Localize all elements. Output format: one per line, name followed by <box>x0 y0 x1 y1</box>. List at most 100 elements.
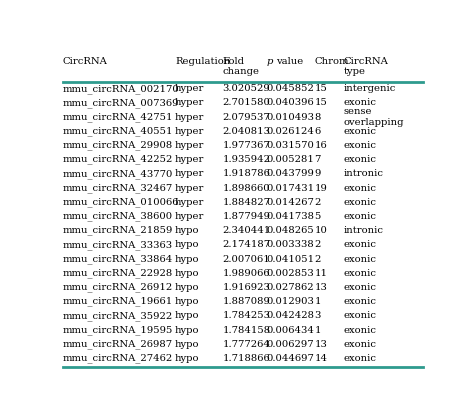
Text: 0.044697: 0.044697 <box>267 354 315 363</box>
Text: hyper: hyper <box>175 127 204 136</box>
Text: 10: 10 <box>315 226 328 235</box>
Text: exonic: exonic <box>344 311 377 320</box>
Text: hyper: hyper <box>175 212 204 221</box>
Text: 0.005281: 0.005281 <box>267 155 315 164</box>
Text: value: value <box>276 57 303 66</box>
Text: hypo: hypo <box>175 340 200 349</box>
Text: mmu_circRNA_29908: mmu_circRNA_29908 <box>63 141 173 150</box>
Text: 2.040813: 2.040813 <box>223 127 271 136</box>
Text: p: p <box>267 57 273 66</box>
Text: exonic: exonic <box>344 354 377 363</box>
Text: mmu_circRNA_35922: mmu_circRNA_35922 <box>63 311 173 321</box>
Text: Regulation: Regulation <box>175 57 230 66</box>
Text: sense
overlapping: sense overlapping <box>344 107 404 127</box>
Text: mmu_circRNA_010066: mmu_circRNA_010066 <box>63 197 180 207</box>
Text: 1.877949: 1.877949 <box>223 212 271 221</box>
Text: hypo: hypo <box>175 283 200 292</box>
Text: exonic: exonic <box>344 241 377 249</box>
Text: 0.042428: 0.042428 <box>267 311 315 320</box>
Text: 0.006434: 0.006434 <box>267 326 315 334</box>
Text: 19: 19 <box>315 184 328 193</box>
Text: 0.003338: 0.003338 <box>267 241 315 249</box>
Text: 1.989066: 1.989066 <box>223 269 270 278</box>
Text: mmu_circRNA_40551: mmu_circRNA_40551 <box>63 127 173 136</box>
Text: 15: 15 <box>315 98 328 107</box>
Text: hypo: hypo <box>175 354 200 363</box>
Text: 1: 1 <box>315 326 321 334</box>
Text: hyper: hyper <box>175 169 204 178</box>
Text: mmu_circRNA_43770: mmu_circRNA_43770 <box>63 169 173 178</box>
Text: mmu_circRNA_26912: mmu_circRNA_26912 <box>63 282 173 292</box>
Text: 7: 7 <box>315 155 321 164</box>
Text: 1.777264: 1.777264 <box>223 340 271 349</box>
Text: 3: 3 <box>315 311 321 320</box>
Text: mmu_circRNA_007369: mmu_circRNA_007369 <box>63 98 180 108</box>
Text: 2: 2 <box>315 241 321 249</box>
Text: 1.918786: 1.918786 <box>223 169 271 178</box>
Text: exonic: exonic <box>344 269 377 278</box>
Text: intergenic: intergenic <box>344 84 396 93</box>
Text: exonic: exonic <box>344 212 377 221</box>
Text: 1.884827: 1.884827 <box>223 198 271 207</box>
Text: hypo: hypo <box>175 226 200 235</box>
Text: exonic: exonic <box>344 340 377 349</box>
Text: 2.007061: 2.007061 <box>223 254 271 264</box>
Text: exonic: exonic <box>344 98 377 107</box>
Text: 0.043799: 0.043799 <box>267 169 315 178</box>
Text: mmu_circRNA_19661: mmu_circRNA_19661 <box>63 297 173 306</box>
Text: mmu_circRNA_38600: mmu_circRNA_38600 <box>63 212 173 221</box>
Text: mmu_circRNA_19595: mmu_circRNA_19595 <box>63 325 173 335</box>
Text: 1.935942: 1.935942 <box>223 155 271 164</box>
Text: 6: 6 <box>315 127 321 136</box>
Text: mmu_circRNA_42252: mmu_circRNA_42252 <box>63 155 173 165</box>
Text: exonic: exonic <box>344 155 377 164</box>
Text: exonic: exonic <box>344 297 377 306</box>
Text: mmu_circRNA_33363: mmu_circRNA_33363 <box>63 240 173 250</box>
Text: 0.041051: 0.041051 <box>267 254 315 264</box>
Text: 1.887089: 1.887089 <box>223 297 271 306</box>
Text: mmu_circRNA_42751: mmu_circRNA_42751 <box>63 112 173 122</box>
Text: 0.031570: 0.031570 <box>267 141 315 150</box>
Text: hypo: hypo <box>175 269 200 278</box>
Text: 0.010493: 0.010493 <box>267 113 315 122</box>
Text: hyper: hyper <box>175 84 204 93</box>
Text: exonic: exonic <box>344 198 377 207</box>
Text: CircRNA: CircRNA <box>63 57 108 66</box>
Text: 0.045852: 0.045852 <box>267 84 315 93</box>
Text: 11: 11 <box>315 269 328 278</box>
Text: 1.718866: 1.718866 <box>223 354 271 363</box>
Text: 13: 13 <box>315 283 328 292</box>
Text: 1.784158: 1.784158 <box>223 326 271 334</box>
Text: 14: 14 <box>315 354 328 363</box>
Text: mmu_circRNA_27462: mmu_circRNA_27462 <box>63 354 173 363</box>
Text: 0.014267: 0.014267 <box>267 198 315 207</box>
Text: 2.174187: 2.174187 <box>223 241 271 249</box>
Text: 3.020529: 3.020529 <box>223 84 271 93</box>
Text: 1.898660: 1.898660 <box>223 184 270 193</box>
Text: hyper: hyper <box>175 155 204 164</box>
Text: hypo: hypo <box>175 254 200 264</box>
Text: hyper: hyper <box>175 184 204 193</box>
Text: 0.040396: 0.040396 <box>267 98 315 107</box>
Text: 0.002853: 0.002853 <box>267 269 315 278</box>
Text: mmu_circRNA_21859: mmu_circRNA_21859 <box>63 226 173 235</box>
Text: exonic: exonic <box>344 141 377 150</box>
Text: 8: 8 <box>315 113 321 122</box>
Text: exonic: exonic <box>344 254 377 264</box>
Text: 2: 2 <box>315 254 321 264</box>
Text: Chrom: Chrom <box>315 57 349 66</box>
Text: hyper: hyper <box>175 98 204 107</box>
Text: 0.041738: 0.041738 <box>267 212 315 221</box>
Text: exonic: exonic <box>344 184 377 193</box>
Text: hypo: hypo <box>175 297 200 306</box>
Text: 1.916923: 1.916923 <box>223 283 271 292</box>
Text: CircRNA
type: CircRNA type <box>344 57 389 76</box>
Text: Fold
change: Fold change <box>223 57 260 76</box>
Text: 2: 2 <box>315 198 321 207</box>
Text: 0.006297: 0.006297 <box>267 340 314 349</box>
Text: mmu_circRNA_26987: mmu_circRNA_26987 <box>63 339 173 349</box>
Text: exonic: exonic <box>344 127 377 136</box>
Text: 15: 15 <box>315 84 328 93</box>
Text: exonic: exonic <box>344 283 377 292</box>
Text: hypo: hypo <box>175 326 200 334</box>
